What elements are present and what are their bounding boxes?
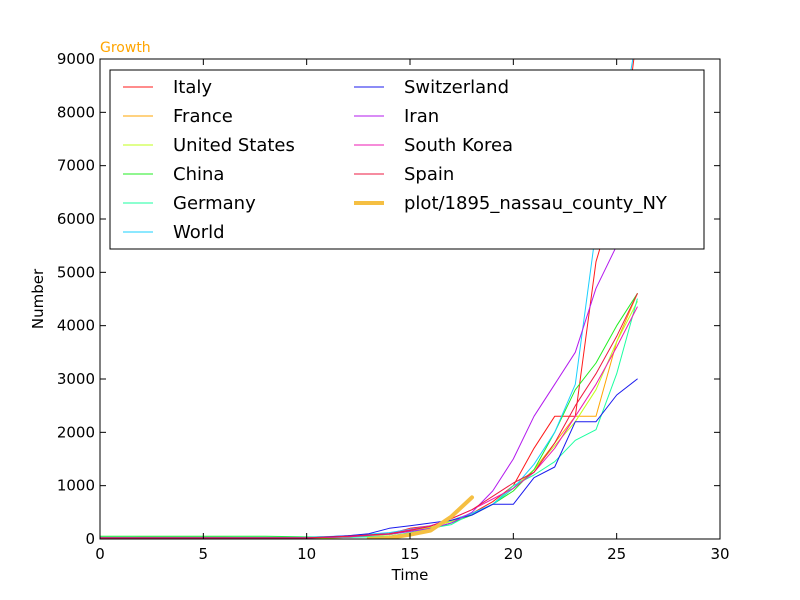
x-tick-label: 10 (297, 545, 316, 563)
y-tick-label: 4000 (57, 317, 95, 335)
legend-label: plot/1895_nassau_county_NY (404, 193, 668, 214)
chart-title: Growth (100, 40, 151, 56)
series-line-4 (100, 298, 638, 538)
series-line-6 (100, 378, 638, 539)
y-tick-label: 7000 (57, 157, 95, 175)
legend-label: South Korea (404, 135, 513, 156)
y-tick-label: 0 (85, 530, 95, 548)
x-tick-label: 5 (199, 545, 209, 563)
y-tick-label: 8000 (57, 103, 95, 121)
y-tick-label: 3000 (57, 370, 95, 388)
legend-label: Germany (173, 193, 256, 214)
x-tick-label: 25 (607, 545, 626, 563)
legend-label: China (173, 164, 224, 185)
y-tick-label: 2000 (57, 423, 95, 441)
series-line-3 (100, 293, 638, 538)
legend-label: United States (173, 135, 295, 156)
x-axis-label: Time (391, 566, 429, 584)
legend-label: Switzerland (404, 77, 509, 98)
legend-label: Iran (404, 106, 439, 127)
y-tick-label: 1000 (57, 477, 95, 495)
legend-label: France (173, 106, 233, 127)
y-axis: 0 1000 2000 3000 4000 5000 6000 7000 8000 9000 (57, 50, 720, 548)
y-axis-label: Number (29, 268, 47, 329)
series-line-10 (366, 495, 474, 539)
x-tick-label: 30 (710, 545, 729, 563)
x-tick-label: 0 (95, 545, 105, 563)
legend-box (109, 69, 705, 250)
series-line-8 (100, 306, 638, 539)
legend-label: Spain (404, 164, 454, 185)
x-axis: 0 5 10 15 20 25 30 (95, 59, 730, 563)
x-tick-label: 15 (400, 545, 419, 563)
y-tick-label: 5000 (57, 263, 95, 281)
series-line-2 (100, 301, 638, 539)
legend-label: Italy (173, 77, 212, 98)
legend: Italy France United States China Germany Worl… (109, 69, 705, 250)
x-tick-label: 20 (504, 545, 523, 563)
legend-label: World (173, 222, 225, 243)
y-tick-label: 9000 (57, 50, 95, 68)
y-tick-label: 6000 (57, 210, 95, 228)
